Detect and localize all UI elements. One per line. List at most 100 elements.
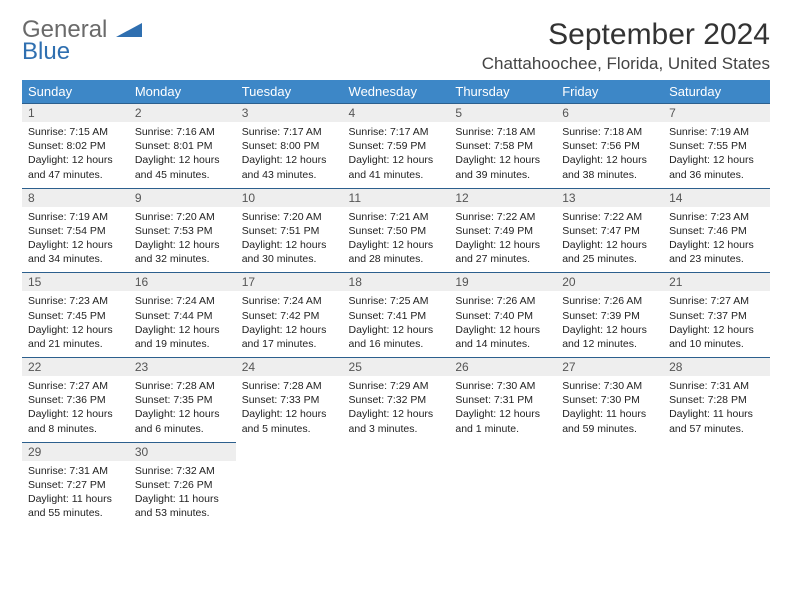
day-content: Sunrise: 7:16 AMSunset: 8:01 PMDaylight:… (129, 122, 236, 188)
daylight-line: Daylight: 12 hours and 32 minutes. (135, 238, 230, 266)
logo-triangle-icon (116, 16, 142, 43)
day-content: Sunrise: 7:24 AMSunset: 7:44 PMDaylight:… (129, 291, 236, 357)
daylight-line: Daylight: 12 hours and 17 minutes. (242, 323, 337, 351)
sunrise-line: Sunrise: 7:23 AM (669, 210, 764, 224)
day-number: 8 (22, 188, 129, 207)
sunset-line: Sunset: 7:51 PM (242, 224, 337, 238)
sunrise-line: Sunrise: 7:17 AM (242, 125, 337, 139)
daylight-line: Daylight: 12 hours and 23 minutes. (669, 238, 764, 266)
sunset-line: Sunset: 7:40 PM (455, 309, 550, 323)
calendar-cell: 30Sunrise: 7:32 AMSunset: 7:26 PMDayligh… (129, 442, 236, 527)
sunset-line: Sunset: 7:56 PM (562, 139, 657, 153)
sunset-line: Sunset: 7:30 PM (562, 393, 657, 407)
sunset-line: Sunset: 7:47 PM (562, 224, 657, 238)
calendar-cell: 21Sunrise: 7:27 AMSunset: 7:37 PMDayligh… (663, 272, 770, 357)
day-number: 27 (556, 357, 663, 376)
sunset-line: Sunset: 7:26 PM (135, 478, 230, 492)
day-content: Sunrise: 7:19 AMSunset: 7:55 PMDaylight:… (663, 122, 770, 188)
sunset-line: Sunset: 7:50 PM (349, 224, 444, 238)
day-number: 29 (22, 442, 129, 461)
calendar-cell: 11Sunrise: 7:21 AMSunset: 7:50 PMDayligh… (343, 188, 450, 273)
logo: General Blue (22, 18, 142, 64)
calendar-cell: 13Sunrise: 7:22 AMSunset: 7:47 PMDayligh… (556, 188, 663, 273)
calendar-cell (663, 442, 770, 527)
daylight-line: Daylight: 12 hours and 25 minutes. (562, 238, 657, 266)
daylight-line: Daylight: 12 hours and 10 minutes. (669, 323, 764, 351)
day-number: 17 (236, 272, 343, 291)
sunset-line: Sunset: 7:27 PM (28, 478, 123, 492)
calendar-cell: 23Sunrise: 7:28 AMSunset: 7:35 PMDayligh… (129, 357, 236, 442)
sunrise-line: Sunrise: 7:20 AM (242, 210, 337, 224)
calendar-cell: 8Sunrise: 7:19 AMSunset: 7:54 PMDaylight… (22, 188, 129, 273)
sunset-line: Sunset: 7:39 PM (562, 309, 657, 323)
day-content: Sunrise: 7:17 AMSunset: 7:59 PMDaylight:… (343, 122, 450, 188)
calendar-row: 15Sunrise: 7:23 AMSunset: 7:45 PMDayligh… (22, 272, 770, 357)
day-number: 21 (663, 272, 770, 291)
sunset-line: Sunset: 7:59 PM (349, 139, 444, 153)
sunset-line: Sunset: 7:32 PM (349, 393, 444, 407)
day-content: Sunrise: 7:31 AMSunset: 7:27 PMDaylight:… (22, 461, 129, 527)
daylight-line: Daylight: 11 hours and 55 minutes. (28, 492, 123, 520)
weekday-header: Saturday (663, 80, 770, 103)
calendar-cell: 2Sunrise: 7:16 AMSunset: 8:01 PMDaylight… (129, 103, 236, 188)
day-number: 24 (236, 357, 343, 376)
calendar-cell: 20Sunrise: 7:26 AMSunset: 7:39 PMDayligh… (556, 272, 663, 357)
day-number: 14 (663, 188, 770, 207)
day-content: Sunrise: 7:30 AMSunset: 7:31 PMDaylight:… (449, 376, 556, 442)
sunrise-line: Sunrise: 7:25 AM (349, 294, 444, 308)
day-number: 10 (236, 188, 343, 207)
weekday-header-row: SundayMondayTuesdayWednesdayThursdayFrid… (22, 80, 770, 103)
calendar-row: 8Sunrise: 7:19 AMSunset: 7:54 PMDaylight… (22, 188, 770, 273)
sunrise-line: Sunrise: 7:23 AM (28, 294, 123, 308)
day-number: 22 (22, 357, 129, 376)
header: General Blue September 2024 Chattahooche… (22, 18, 770, 74)
day-number: 5 (449, 103, 556, 122)
sunset-line: Sunset: 7:46 PM (669, 224, 764, 238)
daylight-line: Daylight: 12 hours and 36 minutes. (669, 153, 764, 181)
day-content: Sunrise: 7:28 AMSunset: 7:33 PMDaylight:… (236, 376, 343, 442)
sunset-line: Sunset: 8:01 PM (135, 139, 230, 153)
calendar-cell: 10Sunrise: 7:20 AMSunset: 7:51 PMDayligh… (236, 188, 343, 273)
calendar-cell (236, 442, 343, 527)
calendar-cell: 28Sunrise: 7:31 AMSunset: 7:28 PMDayligh… (663, 357, 770, 442)
sunset-line: Sunset: 7:55 PM (669, 139, 764, 153)
sunrise-line: Sunrise: 7:28 AM (135, 379, 230, 393)
daylight-line: Daylight: 12 hours and 12 minutes. (562, 323, 657, 351)
calendar-cell (556, 442, 663, 527)
calendar-cell: 18Sunrise: 7:25 AMSunset: 7:41 PMDayligh… (343, 272, 450, 357)
sunrise-line: Sunrise: 7:15 AM (28, 125, 123, 139)
day-number: 6 (556, 103, 663, 122)
calendar-row: 29Sunrise: 7:31 AMSunset: 7:27 PMDayligh… (22, 442, 770, 527)
day-content: Sunrise: 7:26 AMSunset: 7:39 PMDaylight:… (556, 291, 663, 357)
sunset-line: Sunset: 7:44 PM (135, 309, 230, 323)
day-number: 28 (663, 357, 770, 376)
day-number: 26 (449, 357, 556, 376)
sunset-line: Sunset: 7:28 PM (669, 393, 764, 407)
sunset-line: Sunset: 7:33 PM (242, 393, 337, 407)
calendar-body: 1Sunrise: 7:15 AMSunset: 8:02 PMDaylight… (22, 103, 770, 526)
calendar-row: 22Sunrise: 7:27 AMSunset: 7:36 PMDayligh… (22, 357, 770, 442)
calendar-cell: 26Sunrise: 7:30 AMSunset: 7:31 PMDayligh… (449, 357, 556, 442)
sunrise-line: Sunrise: 7:16 AM (135, 125, 230, 139)
day-number: 18 (343, 272, 450, 291)
calendar-cell: 5Sunrise: 7:18 AMSunset: 7:58 PMDaylight… (449, 103, 556, 188)
day-content: Sunrise: 7:20 AMSunset: 7:53 PMDaylight:… (129, 207, 236, 273)
day-content: Sunrise: 7:17 AMSunset: 8:00 PMDaylight:… (236, 122, 343, 188)
daylight-line: Daylight: 12 hours and 41 minutes. (349, 153, 444, 181)
sunrise-line: Sunrise: 7:31 AM (28, 464, 123, 478)
day-content: Sunrise: 7:21 AMSunset: 7:50 PMDaylight:… (343, 207, 450, 273)
sunset-line: Sunset: 7:36 PM (28, 393, 123, 407)
day-content: Sunrise: 7:20 AMSunset: 7:51 PMDaylight:… (236, 207, 343, 273)
day-number: 30 (129, 442, 236, 461)
day-content: Sunrise: 7:22 AMSunset: 7:49 PMDaylight:… (449, 207, 556, 273)
sunrise-line: Sunrise: 7:26 AM (562, 294, 657, 308)
sunrise-line: Sunrise: 7:26 AM (455, 294, 550, 308)
day-number: 1 (22, 103, 129, 122)
day-number: 13 (556, 188, 663, 207)
sunset-line: Sunset: 7:45 PM (28, 309, 123, 323)
daylight-line: Daylight: 12 hours and 6 minutes. (135, 407, 230, 435)
calendar-cell: 9Sunrise: 7:20 AMSunset: 7:53 PMDaylight… (129, 188, 236, 273)
sunset-line: Sunset: 7:49 PM (455, 224, 550, 238)
daylight-line: Daylight: 12 hours and 5 minutes. (242, 407, 337, 435)
daylight-line: Daylight: 12 hours and 16 minutes. (349, 323, 444, 351)
